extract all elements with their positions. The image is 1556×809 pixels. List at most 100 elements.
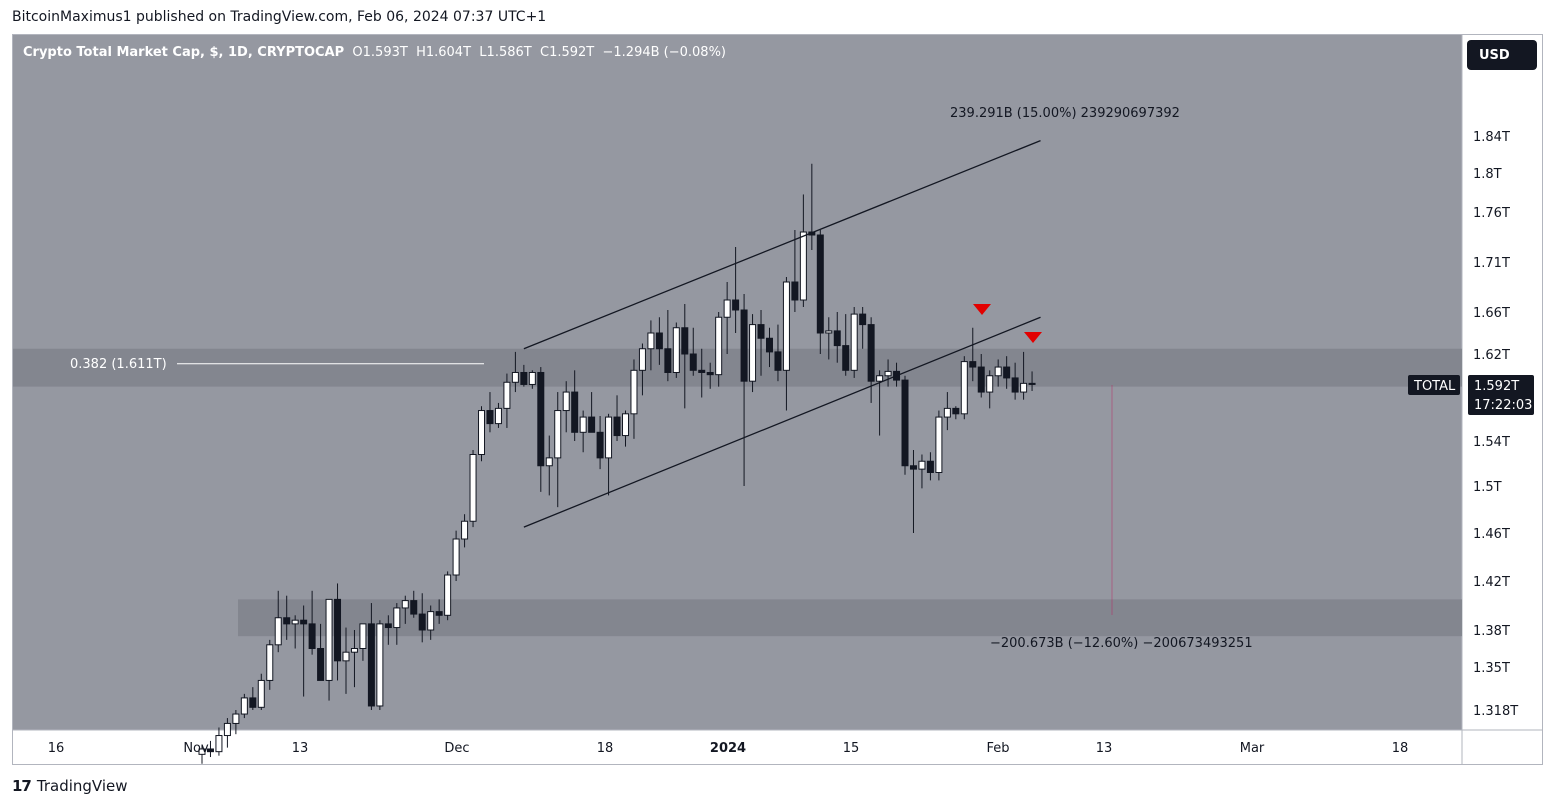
candle-body <box>579 416 587 433</box>
candle-body <box>935 416 943 474</box>
price-tick-label: 1.66T <box>1473 306 1510 321</box>
candle-body <box>926 460 934 473</box>
candle-body <box>782 281 790 371</box>
candle-body <box>469 454 477 522</box>
candle-body <box>334 598 342 662</box>
candle <box>274 590 282 653</box>
candle <box>232 710 240 735</box>
candle-body <box>655 332 663 350</box>
open-label: O <box>352 45 363 60</box>
candle <box>511 351 519 393</box>
candle <box>478 406 486 462</box>
candle <box>554 392 562 508</box>
time-tick-label: 13 <box>292 741 309 756</box>
candle <box>384 615 392 645</box>
candle-body <box>308 623 316 649</box>
candle-body <box>350 648 358 653</box>
candle <box>308 590 316 655</box>
currency-button[interactable]: USD <box>1467 40 1537 70</box>
candle <box>359 623 367 661</box>
candle <box>215 727 223 756</box>
candle <box>994 359 1002 387</box>
candle <box>664 310 672 382</box>
candle-body <box>909 465 917 470</box>
candle <box>249 687 257 710</box>
fib-label: 0.382 (1.611T) <box>70 357 167 372</box>
price-tick-label: 1.35T <box>1473 661 1510 676</box>
candle-body <box>757 324 765 339</box>
high-label: H <box>416 45 426 60</box>
candle <box>579 410 587 453</box>
candle <box>1028 371 1036 391</box>
candle-body <box>215 735 223 753</box>
time-tick-label: 15 <box>843 741 860 756</box>
candle-body <box>554 410 562 459</box>
candle-body <box>300 619 308 625</box>
candle <box>672 322 680 378</box>
time-tick-label: 18 <box>597 741 614 756</box>
candle-body <box>418 613 426 631</box>
candle <box>638 343 646 396</box>
candle <box>732 247 740 333</box>
price-tag-value: 1.592T <box>1474 379 1519 394</box>
candle-body <box>393 607 401 629</box>
candle <box>833 312 841 363</box>
price-tick-label: 1.62T <box>1473 348 1510 363</box>
time-tick-label: 2024 <box>710 741 746 756</box>
candle <box>325 598 333 701</box>
candle <box>350 630 358 688</box>
candle-body <box>198 748 206 755</box>
upper-measure-label: 239.291B (15.00%) 239290697392 <box>950 106 1180 121</box>
candle <box>317 623 325 681</box>
time-tick-label: Mar <box>1240 741 1265 756</box>
candle-body <box>969 361 977 368</box>
candle <box>283 595 291 640</box>
candle-body <box>850 313 858 371</box>
candle <box>427 605 435 640</box>
candle-body <box>249 697 257 708</box>
candle <box>901 375 909 475</box>
candle <box>791 230 799 312</box>
candle <box>401 595 409 624</box>
candle <box>706 362 714 389</box>
candle-body <box>698 369 706 373</box>
footer: 17 TradingView <box>12 777 128 795</box>
symbol-header: Crypto Total Market Cap, $, 1D, CRYPTOCA… <box>23 45 726 60</box>
candle <box>782 277 790 411</box>
candle <box>757 310 765 376</box>
candle-body <box>359 623 367 649</box>
candle <box>528 370 536 389</box>
price-tick-label: 1.46T <box>1473 527 1510 542</box>
low-value: 1.586T <box>486 45 532 60</box>
candle <box>622 410 629 447</box>
candle-body <box>206 748 214 753</box>
candle-body <box>706 371 714 376</box>
candle <box>367 603 375 710</box>
candle <box>884 359 892 387</box>
candle <box>943 392 951 431</box>
candle <box>909 450 917 533</box>
candle <box>240 693 248 719</box>
candle <box>206 740 214 758</box>
candle-body <box>452 538 460 576</box>
candle <box>655 317 663 365</box>
candle-body <box>291 619 299 625</box>
bearish-marker-icon <box>1024 332 1042 343</box>
symbol-title: Crypto Total Market Cap, $, 1D, CRYPTOCA… <box>23 45 345 60</box>
candle-body <box>672 327 680 373</box>
candle-body <box>342 651 350 662</box>
candle <box>562 381 570 433</box>
candle <box>291 615 299 649</box>
candle-body <box>384 623 392 629</box>
candle <box>876 370 884 436</box>
candle <box>698 348 706 398</box>
candle <box>765 327 773 368</box>
candle-body <box>859 313 867 326</box>
candle-body <box>486 410 494 425</box>
candle <box>986 370 994 409</box>
candle-body <box>545 457 553 467</box>
candle <box>749 314 757 393</box>
symbol-tag-label: TOTAL <box>1413 379 1456 394</box>
price-tag-countdown: 17:22:03 <box>1474 398 1532 413</box>
